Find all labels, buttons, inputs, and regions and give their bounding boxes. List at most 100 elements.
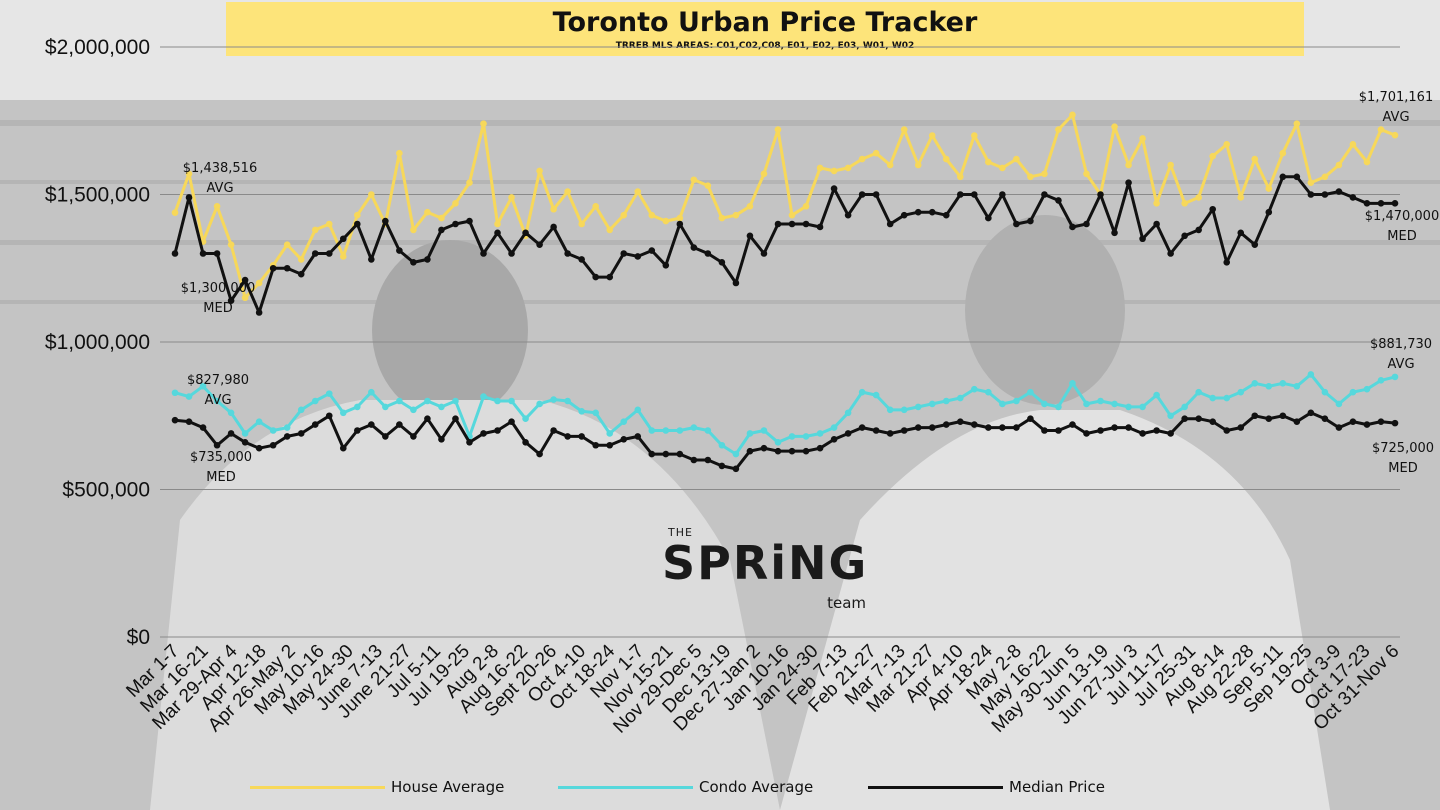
y-tick-label: $0 bbox=[127, 626, 150, 649]
point-house-average bbox=[732, 211, 740, 219]
point-condo-average bbox=[283, 424, 291, 431]
legend-label-median: Median Price bbox=[1009, 778, 1105, 796]
point-house-average bbox=[942, 155, 950, 163]
point-median-price bbox=[1391, 200, 1399, 207]
legend-swatch-median bbox=[868, 785, 1003, 789]
point-condo-median bbox=[1321, 415, 1329, 423]
point-median-price bbox=[788, 220, 796, 228]
point-median-price bbox=[1111, 229, 1118, 237]
point-condo-average bbox=[788, 433, 796, 440]
point-condo-average bbox=[1195, 388, 1202, 396]
annotation-tag: AVG bbox=[1387, 357, 1414, 372]
point-house-average bbox=[620, 211, 628, 219]
point-condo-median bbox=[283, 433, 291, 440]
point-condo-median bbox=[844, 430, 852, 437]
point-condo-average bbox=[1349, 388, 1357, 396]
point-house-average bbox=[606, 226, 614, 234]
point-condo-average bbox=[536, 400, 543, 408]
legend-condo-average: Condo Average bbox=[558, 776, 813, 798]
point-median-price bbox=[942, 211, 950, 219]
point-condo-median bbox=[690, 456, 698, 464]
point-condo-median bbox=[550, 427, 557, 434]
point-median-price bbox=[1013, 220, 1020, 228]
point-house-average bbox=[718, 214, 726, 222]
point-median-price bbox=[1125, 179, 1132, 186]
point-condo-median bbox=[269, 441, 277, 449]
point-median-price bbox=[690, 244, 698, 251]
point-condo-median bbox=[1377, 418, 1385, 425]
point-house-average bbox=[1349, 141, 1357, 148]
point-condo-average bbox=[269, 427, 277, 434]
point-condo-median bbox=[466, 439, 473, 446]
point-condo-median bbox=[1391, 419, 1399, 427]
point-median-price bbox=[368, 256, 375, 263]
point-median-price bbox=[452, 220, 459, 228]
point-house-average bbox=[452, 200, 459, 207]
point-house-average bbox=[227, 241, 235, 248]
point-house-average bbox=[185, 170, 193, 178]
point-house-average bbox=[536, 167, 543, 175]
point-condo-median bbox=[886, 430, 894, 437]
point-condo-median bbox=[241, 439, 249, 446]
point-condo-median bbox=[1363, 421, 1371, 428]
annotation-tag: MED bbox=[1387, 229, 1416, 244]
point-median-price bbox=[578, 256, 585, 263]
point-condo-average bbox=[424, 397, 431, 405]
point-condo-average bbox=[578, 408, 585, 415]
point-condo-average bbox=[227, 409, 235, 417]
point-condo-median bbox=[1293, 418, 1301, 425]
point-median-price bbox=[171, 250, 179, 257]
point-median-price bbox=[241, 276, 249, 284]
point-condo-average bbox=[185, 393, 193, 400]
point-condo-median bbox=[704, 456, 712, 464]
point-condo-average bbox=[255, 418, 263, 425]
point-condo-average bbox=[339, 409, 347, 417]
point-house-average bbox=[1391, 131, 1399, 139]
point-condo-average bbox=[452, 397, 459, 405]
point-median-price bbox=[676, 220, 684, 228]
point-median-price bbox=[255, 309, 263, 316]
point-condo-median bbox=[325, 412, 333, 420]
point-condo-median bbox=[1307, 409, 1315, 417]
point-house-average bbox=[1069, 111, 1076, 119]
point-median-price bbox=[985, 214, 992, 222]
point-condo-average bbox=[760, 427, 768, 434]
point-median-price bbox=[522, 229, 529, 237]
point-condo-median bbox=[971, 421, 978, 428]
point-condo-average bbox=[1013, 397, 1020, 405]
point-condo-median bbox=[1181, 415, 1188, 423]
point-condo-median bbox=[199, 424, 207, 431]
point-condo-median bbox=[914, 424, 922, 431]
point-house-average bbox=[1363, 158, 1371, 166]
spring-team-logo: THE SPRiNG team bbox=[662, 526, 872, 616]
point-house-average bbox=[1265, 185, 1273, 192]
point-median-price bbox=[550, 223, 557, 231]
point-condo-average bbox=[816, 430, 824, 437]
point-condo-average bbox=[396, 397, 403, 405]
point-median-price bbox=[704, 250, 712, 257]
point-condo-average bbox=[1027, 388, 1034, 396]
point-house-average bbox=[339, 253, 347, 260]
point-condo-average bbox=[886, 406, 894, 414]
point-condo-median bbox=[1055, 427, 1062, 434]
point-median-price bbox=[928, 208, 936, 216]
point-condo-median bbox=[1167, 430, 1174, 437]
series-line-median-price bbox=[173, 175, 1395, 314]
point-median-price bbox=[1195, 226, 1202, 234]
point-house-average bbox=[353, 211, 361, 219]
point-condo-median bbox=[536, 450, 543, 458]
point-median-price bbox=[732, 279, 740, 287]
point-condo-median bbox=[1223, 427, 1231, 434]
point-condo-average bbox=[942, 397, 950, 405]
point-house-average bbox=[634, 188, 642, 195]
point-condo-average bbox=[171, 389, 179, 397]
point-median-price bbox=[1349, 194, 1357, 201]
y-tick-label: $1,500,000 bbox=[45, 184, 150, 207]
point-condo-average bbox=[1055, 403, 1062, 411]
point-median-price bbox=[1293, 173, 1301, 181]
point-house-average bbox=[1027, 173, 1034, 181]
point-condo-median bbox=[985, 424, 992, 431]
point-condo-median bbox=[620, 436, 628, 443]
point-condo-average bbox=[1237, 388, 1245, 396]
